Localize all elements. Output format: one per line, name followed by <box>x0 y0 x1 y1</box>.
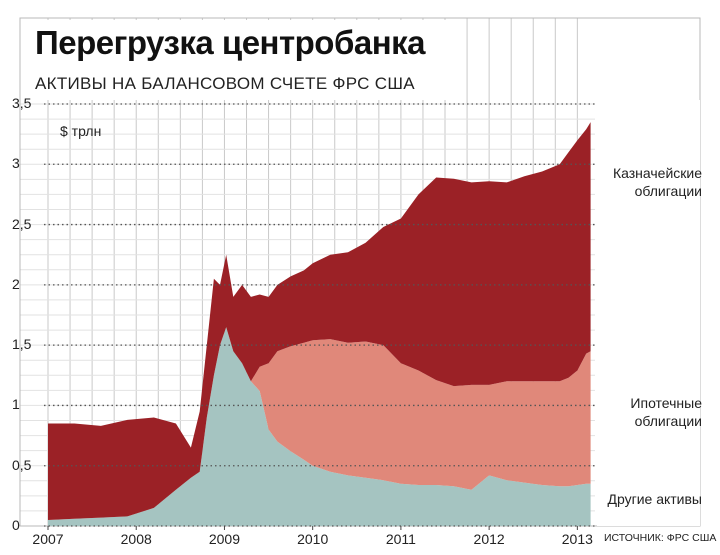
chart-title: Перегрузка центробанка <box>35 24 426 61</box>
area-series-treasury-bonds <box>48 122 591 520</box>
series-label-other: Другие активы <box>607 491 702 507</box>
x-tick-label: 2007 <box>32 531 64 547</box>
label-panel <box>597 100 700 526</box>
area-layer <box>48 122 591 526</box>
x-tick-label: 2008 <box>120 531 152 547</box>
x-tick-label: 2011 <box>385 531 416 547</box>
x-tick-label: 2010 <box>297 531 329 547</box>
x-tick-label: 2012 <box>473 531 505 547</box>
series-label-mortgage: Ипотечные облигации <box>630 395 702 429</box>
area-series-other-assets <box>48 327 591 526</box>
y-tick-label: 0,5 <box>12 456 32 473</box>
y-tick-label: 2,5 <box>12 215 32 232</box>
area-series-mortgage-bonds <box>48 327 591 520</box>
y-tick-label: 1,5 <box>12 336 32 353</box>
source-note: ИСТОЧНИК: ФРС США <box>604 532 717 544</box>
y-tick-label: 3 <box>12 155 20 172</box>
y-tick-label: 2 <box>12 275 20 292</box>
y-tick-label: 3,5 <box>12 95 32 111</box>
chart-subtitle: АКТИВЫ НА БАЛАНСОВОМ СЧЕТЕ ФРС США <box>35 74 415 93</box>
y-tick-label: 1 <box>12 396 20 413</box>
x-tick-label: 2013 <box>561 531 593 547</box>
x-tick-label: 2009 <box>208 531 241 547</box>
y-axis-unit: $ трлн <box>60 123 102 139</box>
y-tick-label: 0 <box>12 517 20 533</box>
title-panel <box>22 20 462 100</box>
series-label-treasury: Казначейские облигации <box>612 165 702 199</box>
axis-layer <box>44 103 595 530</box>
